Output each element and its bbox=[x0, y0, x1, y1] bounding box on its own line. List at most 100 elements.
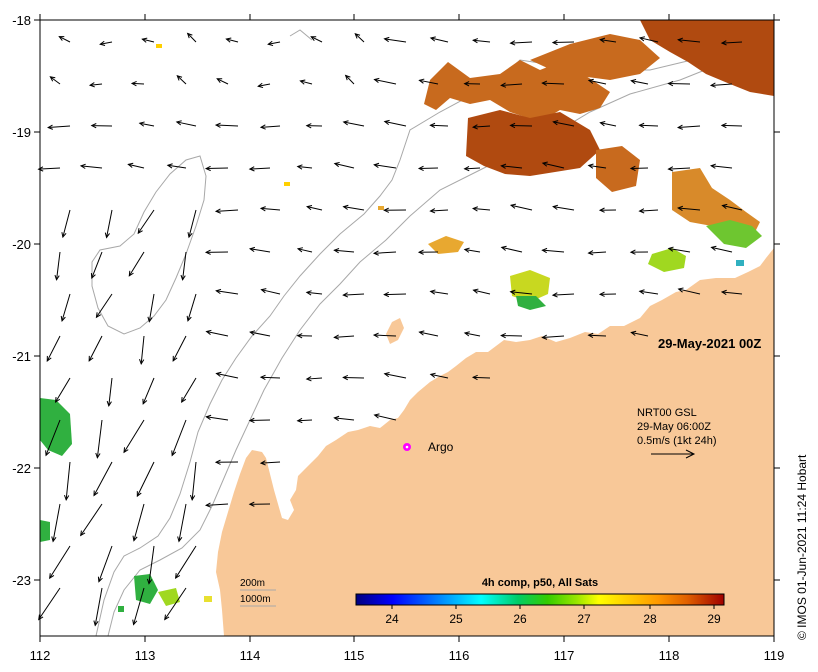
colorbar-title: 4h comp, p50, All Sats bbox=[482, 577, 598, 589]
current-arrow bbox=[296, 164, 313, 170]
current-arrow bbox=[174, 545, 197, 580]
current-arrow bbox=[342, 204, 365, 211]
current-arrow bbox=[299, 79, 313, 85]
legend-arrow-head bbox=[685, 449, 696, 459]
current-arrow bbox=[186, 32, 197, 43]
current-arrow bbox=[310, 36, 323, 43]
current-arrow bbox=[418, 330, 439, 337]
depth-legend: 200m 1000m bbox=[240, 578, 276, 607]
current-arrow bbox=[677, 37, 701, 43]
current-arrow bbox=[509, 40, 533, 46]
current-arrow bbox=[38, 587, 61, 621]
current-arrow bbox=[383, 36, 407, 43]
current-arrow bbox=[342, 374, 365, 381]
current-arrow bbox=[267, 40, 281, 47]
current-arrow bbox=[500, 245, 523, 253]
current-arrow bbox=[471, 374, 491, 381]
current-arrow bbox=[136, 461, 155, 498]
lat-tick-label: -21 bbox=[12, 349, 31, 364]
current-arrow bbox=[587, 163, 607, 169]
depth-legend-200m: 200m bbox=[240, 578, 265, 589]
current-arrow bbox=[509, 289, 533, 295]
current-arrow bbox=[95, 293, 113, 319]
current-arrow bbox=[166, 163, 187, 169]
current-arrow bbox=[296, 247, 313, 253]
lat-tick-label: -23 bbox=[12, 573, 31, 588]
current-arrow bbox=[128, 251, 145, 277]
colorbar-tick-label: 25 bbox=[449, 612, 463, 626]
current-arrow bbox=[720, 122, 743, 129]
current-legend-line3: 0.5m/s (1kt 24h) bbox=[637, 435, 716, 447]
current-arrow bbox=[175, 120, 197, 127]
current-arrow bbox=[638, 122, 659, 129]
lat-tick-label: -22 bbox=[12, 461, 31, 476]
lon-tick-label: 114 bbox=[240, 648, 261, 663]
current-arrow bbox=[629, 165, 649, 171]
current-arrow bbox=[205, 414, 229, 421]
lon-tick-label: 115 bbox=[344, 648, 365, 663]
colorbar-tick-label: 26 bbox=[513, 612, 527, 626]
current-arrow bbox=[205, 329, 229, 337]
current-arrow bbox=[509, 203, 533, 211]
current-arrow bbox=[598, 207, 617, 213]
argo-marker bbox=[403, 443, 411, 451]
current-arrow bbox=[176, 74, 187, 85]
current-arrow bbox=[215, 371, 239, 379]
current-arrow bbox=[429, 122, 449, 129]
current-arrow bbox=[720, 289, 743, 296]
current-legend: NRT00 GSL 29-May 06:00Z 0.5m/s (1kt 24h) bbox=[637, 407, 716, 459]
current-arrow bbox=[551, 39, 575, 46]
current-arrow bbox=[137, 209, 155, 235]
current-arrow bbox=[667, 246, 691, 253]
current-arrow bbox=[93, 461, 113, 497]
current-arrow bbox=[429, 208, 449, 214]
current-arrow bbox=[51, 503, 61, 543]
current-arrow bbox=[259, 206, 281, 212]
current-arrow bbox=[587, 250, 607, 256]
current-arrow bbox=[472, 288, 491, 295]
current-arrow bbox=[49, 76, 61, 85]
current-arrow bbox=[123, 419, 145, 454]
lon-tick-label: 118 bbox=[659, 648, 680, 663]
current-arrow bbox=[248, 166, 271, 172]
current-vectors bbox=[37, 32, 743, 627]
sst-patches bbox=[40, 20, 774, 612]
current-arrow bbox=[61, 209, 71, 239]
current-arrow bbox=[49, 545, 71, 580]
current-arrow bbox=[204, 165, 229, 172]
current-arrow bbox=[541, 161, 565, 169]
colorbar-tick-label: 24 bbox=[385, 612, 399, 626]
current-arrow bbox=[90, 251, 103, 280]
current-arrow bbox=[383, 291, 407, 298]
current-arrow bbox=[130, 80, 145, 87]
current-arrow bbox=[667, 80, 691, 87]
current-arrow bbox=[305, 376, 323, 382]
current-arrow bbox=[599, 37, 617, 43]
current-arrow bbox=[372, 332, 397, 338]
lon-tick-label: 112 bbox=[30, 648, 51, 663]
current-arrow bbox=[95, 419, 103, 459]
latitude-axis: -18 -19 -20 -21 -22 -23 bbox=[12, 13, 780, 588]
lon-tick-label: 116 bbox=[449, 648, 470, 663]
current-arrow bbox=[189, 461, 197, 501]
current-arrow bbox=[552, 120, 575, 127]
current-arrow bbox=[138, 121, 155, 127]
current-arrow bbox=[720, 40, 743, 46]
current-arrow bbox=[90, 123, 113, 129]
current-arrow bbox=[709, 82, 733, 88]
current-arrow bbox=[215, 288, 239, 295]
current-arrow bbox=[471, 124, 491, 130]
current-arrow bbox=[58, 36, 71, 43]
current-arrow bbox=[259, 460, 281, 466]
current-arrow bbox=[141, 37, 155, 43]
current-arrow bbox=[417, 249, 439, 255]
current-arrow bbox=[63, 461, 71, 501]
current-arrow bbox=[638, 208, 659, 214]
current-arrow bbox=[60, 293, 71, 322]
current-arrow bbox=[187, 209, 197, 239]
current-arrow bbox=[429, 372, 449, 379]
current-arrow bbox=[667, 166, 691, 172]
current-arrow bbox=[79, 163, 103, 169]
current-arrow bbox=[463, 331, 481, 337]
current-arrow bbox=[146, 545, 155, 585]
